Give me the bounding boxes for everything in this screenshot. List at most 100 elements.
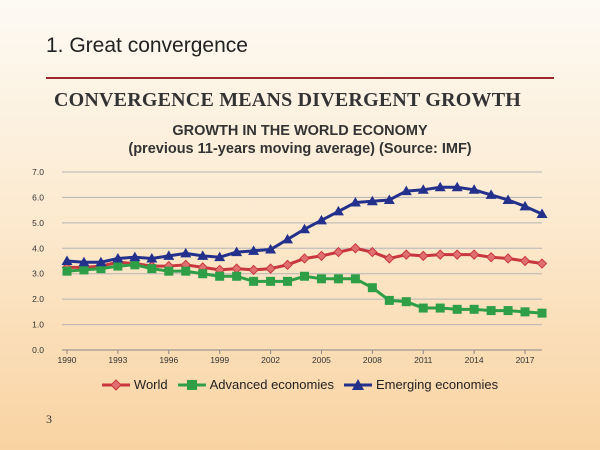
data-point-world — [485, 251, 497, 263]
data-point-advanced — [350, 274, 360, 284]
data-point-world — [435, 249, 446, 260]
data-point-emerging — [434, 181, 446, 192]
data-point-advanced — [79, 265, 89, 275]
data-point-world — [384, 253, 395, 264]
y-tick-label: 2.0 — [32, 294, 44, 304]
data-point-advanced — [215, 271, 225, 281]
slide-number: 3 — [46, 412, 52, 426]
legend-marker-world — [101, 378, 130, 391]
data-point-world — [536, 258, 548, 269]
data-point-advanced — [418, 303, 428, 313]
x-tick-label: 2008 — [363, 355, 382, 365]
legend-item-emerging: Emerging economies — [343, 377, 498, 392]
data-point-advanced — [62, 266, 72, 276]
data-point-advanced — [283, 276, 293, 286]
data-point-advanced — [300, 271, 309, 281]
data-point-advanced — [367, 283, 377, 293]
data-point-advanced — [452, 304, 462, 314]
data-point-advanced — [232, 271, 242, 281]
x-tick-label: 1996 — [159, 355, 178, 365]
legend-item-advanced: Advanced economies — [177, 377, 334, 392]
data-point-emerging — [146, 252, 158, 263]
legend-item-world: World — [101, 377, 168, 392]
data-point-world — [367, 246, 378, 258]
legend-marker-advanced — [177, 379, 206, 390]
data-point-advanced — [333, 274, 343, 284]
data-point-emerging — [383, 194, 395, 204]
data-point-emerging — [180, 247, 192, 258]
slide-title: 1. Great convergence — [46, 34, 248, 57]
chart-title: GROWTH IN THE WORLD ECONOMY — [172, 123, 428, 139]
x-tick-label: 1999 — [210, 355, 229, 365]
chart-legend: World Advanced economies Emerging econom… — [0, 377, 600, 392]
y-tick-label: 1.0 — [32, 320, 44, 330]
data-point-emerging — [485, 189, 497, 199]
data-point-advanced — [249, 276, 259, 286]
data-point-emerging — [451, 181, 463, 192]
data-point-world — [418, 250, 429, 262]
data-point-emerging — [502, 194, 514, 204]
y-tick-label: 3.0 — [32, 269, 44, 279]
x-tick-label: 2017 — [516, 355, 535, 365]
data-point-advanced — [384, 295, 394, 305]
data-point-emerging — [282, 233, 294, 244]
chart-subtitle: (previous 11-years moving average) (Sour… — [128, 141, 472, 157]
data-point-world — [299, 253, 310, 264]
legend-label-advanced: Advanced economies — [209, 377, 334, 392]
data-point-world — [451, 249, 463, 260]
data-point-emerging — [265, 244, 277, 254]
x-tick-label: 2014 — [465, 355, 484, 365]
data-point-world — [519, 255, 531, 267]
data-point-advanced — [486, 306, 496, 316]
data-point-advanced — [164, 266, 174, 276]
data-point-advanced — [96, 264, 106, 274]
x-tick-label: 1993 — [108, 355, 127, 365]
data-point-advanced — [316, 274, 326, 284]
title-rule — [46, 77, 554, 79]
data-point-emerging — [112, 252, 124, 263]
y-tick-label: 5.0 — [32, 218, 44, 228]
x-tick-label: 2002 — [261, 355, 280, 365]
data-point-emerging — [95, 256, 107, 267]
data-point-emerging — [519, 200, 531, 211]
data-point-advanced — [503, 306, 513, 316]
data-point-emerging — [61, 255, 73, 265]
data-point-world — [468, 249, 480, 260]
slide-headline: CONVERGENCE MEANS DIVERGENT GROWTH — [54, 89, 522, 111]
data-point-emerging — [400, 185, 412, 196]
data-point-world — [282, 259, 293, 271]
x-tick-label: 1990 — [58, 355, 77, 365]
data-point-advanced — [130, 260, 140, 270]
legend-marker-emerging — [343, 378, 372, 390]
data-point-world — [316, 250, 327, 262]
data-point-advanced — [113, 261, 123, 271]
data-point-world — [265, 263, 276, 274]
x-tick-label: 2005 — [312, 355, 331, 365]
data-point-advanced — [520, 307, 530, 317]
legend-label-world: World — [133, 377, 168, 392]
data-point-emerging — [468, 184, 480, 194]
data-point-advanced — [147, 264, 157, 274]
data-point-advanced — [266, 276, 276, 286]
data-point-world — [248, 264, 259, 276]
data-point-emerging — [214, 251, 226, 262]
data-point-emerging — [78, 256, 90, 267]
data-point-emerging — [536, 208, 548, 218]
data-point-emerging — [163, 250, 175, 260]
data-point-advanced — [198, 269, 208, 279]
x-tick-label: 2011 — [414, 355, 433, 365]
y-tick-label: 6.0 — [32, 192, 44, 202]
data-point-advanced — [435, 303, 445, 313]
data-point-advanced — [469, 304, 479, 314]
data-point-emerging — [248, 245, 260, 255]
data-point-emerging — [417, 184, 429, 194]
data-point-world — [502, 253, 514, 264]
data-point-advanced — [401, 297, 411, 307]
data-point-emerging — [231, 246, 243, 257]
data-point-advanced — [537, 308, 547, 318]
data-point-emerging — [366, 195, 378, 206]
data-point-world — [401, 249, 412, 260]
data-point-world — [333, 246, 344, 258]
data-point-emerging — [197, 250, 209, 260]
